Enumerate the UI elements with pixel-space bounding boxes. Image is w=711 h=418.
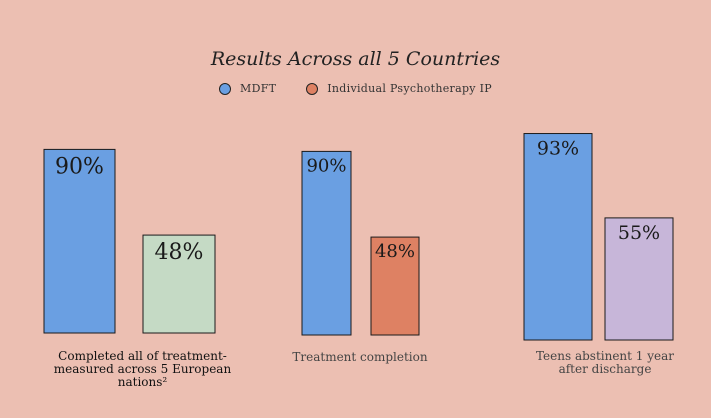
chart-title: Results Across all 5 Countries <box>210 48 501 70</box>
legend-swatch-ip <box>306 82 319 95</box>
bar-g3-s2 <box>604 217 674 341</box>
bar-g2-s2 <box>370 236 420 336</box>
bar-label-g3-s1: 93% <box>537 138 579 160</box>
bar-label-g1-s2: 48% <box>155 240 204 265</box>
bar-g3-s1 <box>523 133 593 341</box>
group-caption-1: Completed all of treatment-measured acro… <box>53 349 232 389</box>
group-caption-3: Teens abstinent 1 year after discharge <box>535 349 675 376</box>
legend-label-mdft: MDFT <box>240 82 277 95</box>
bar-g1-s2 <box>142 234 216 334</box>
bar-label-g3-s2: 55% <box>618 222 660 244</box>
legend: MDFT Individual Psychotherapy IP <box>0 82 711 95</box>
legend-swatch-mdft <box>219 82 232 95</box>
legend-item-mdft: MDFT <box>219 82 276 95</box>
group-caption-2: Treatment completion <box>292 350 428 364</box>
bar-g2-s1 <box>301 150 352 336</box>
bar-label-g1-s1: 90% <box>55 154 104 179</box>
bar-label-g2-s2: 48% <box>375 241 415 262</box>
legend-label-ip: Individual Psychotherapy IP <box>327 82 492 95</box>
bar-label-g2-s1: 90% <box>306 155 346 176</box>
legend-item-ip: Individual Psychotherapy IP <box>306 82 492 95</box>
bar-g1-s1 <box>43 148 116 334</box>
